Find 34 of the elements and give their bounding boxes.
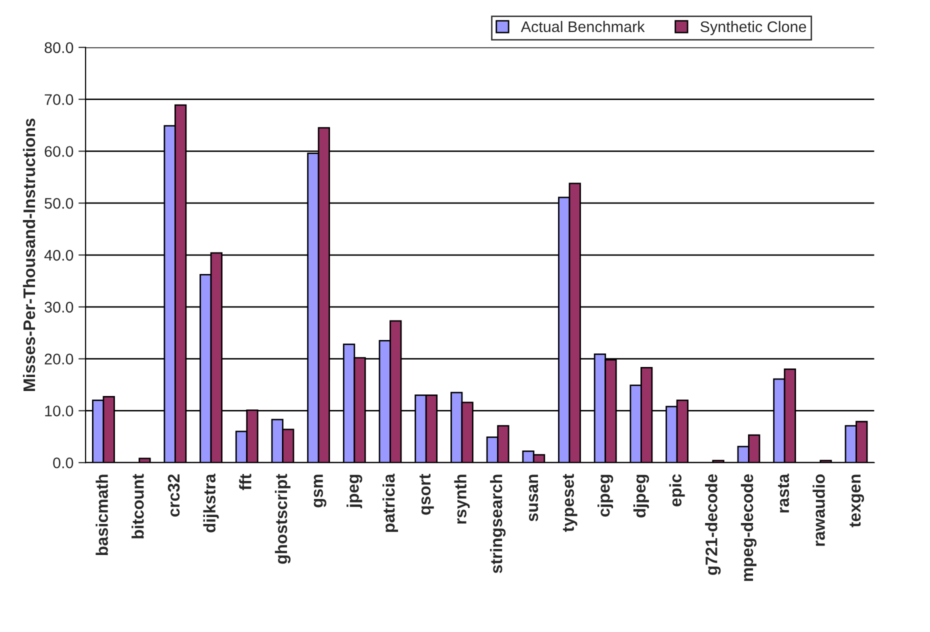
x-tick-label: epic [669, 474, 685, 506]
y-tick-label: 80.0 [44, 42, 74, 54]
x-tick-label: susan [528, 474, 538, 522]
x-tick-label: crc32 [168, 474, 180, 517]
y-tick-label: 40.0 [44, 250, 74, 261]
x-tick-label: ghostscript [274, 474, 291, 564]
x-tick-label: g721-decode [705, 474, 721, 575]
x-tick-label: stringsearch [490, 474, 506, 574]
x-tick-label: djpeg [633, 474, 649, 518]
x-tick-label: rsynth [454, 474, 470, 524]
x-tick-label: texgen [850, 474, 864, 528]
y-tick-label: 50.0 [44, 198, 74, 209]
legend-label: Synthetic Clone [700, 20, 806, 36]
y-tick-label: 30.0 [44, 302, 74, 313]
y-tick-label: 10.0 [45, 406, 74, 416]
y-tick-label: 20.0 [44, 354, 74, 365]
x-tick-label: jpeg [346, 474, 362, 508]
x-tick-label: fft [239, 474, 252, 490]
legend-label: Actual Benchmark [520, 20, 645, 32]
x-tick-label: rawaudio [812, 474, 825, 546]
x-tick-label: mpeg-decode [740, 474, 757, 581]
y-tick-label: 0.0 [53, 457, 74, 468]
x-tick-label: qsort [420, 474, 434, 515]
x-tick-label: typeset [562, 474, 578, 532]
x-tick-label: cjpeg [598, 474, 614, 517]
y-tick-label: 60.0 [44, 146, 74, 157]
x-tick-label: basicmath [96, 474, 108, 556]
x-tick-label: rasta [778, 474, 790, 512]
x-tick-label: gsm [314, 474, 326, 508]
x-tick-label: bitcount [132, 474, 144, 538]
x-tick-label: dijkstra [203, 474, 219, 532]
y-tick-label: 70.0 [44, 94, 74, 105]
y-axis-title: Misses-Per-Thousand-Instructions [22, 118, 36, 391]
x-tick-label: patricia [382, 474, 398, 532]
